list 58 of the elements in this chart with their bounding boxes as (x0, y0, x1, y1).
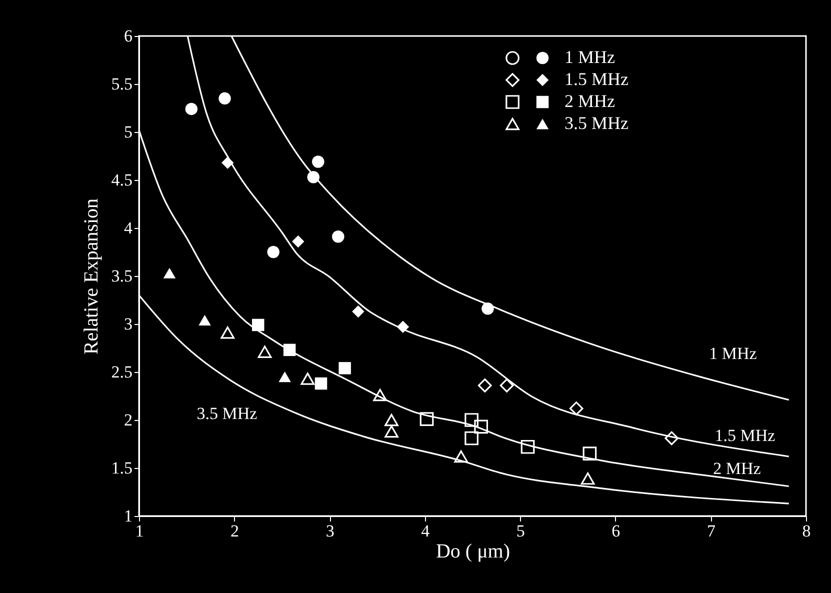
point (464, 413, 478, 427)
y-tick-label: 3 (124, 314, 132, 334)
series-label: 2 MHz (713, 459, 762, 478)
y-tick-label: 4.5 (111, 170, 132, 190)
point (373, 388, 387, 402)
point (314, 377, 328, 390)
point (664, 431, 679, 446)
x-tick-label: 8 (802, 522, 811, 540)
legend-label: 2 MHz (564, 91, 616, 111)
point (500, 378, 514, 392)
y-tick-label: 5.5 (111, 74, 132, 94)
legend-label: 3.5 MHz (564, 113, 629, 133)
y-tick-label: 3.5 (111, 266, 132, 286)
y-tick-label: 2.5 (111, 362, 132, 382)
point (218, 92, 231, 105)
point (569, 402, 584, 416)
point (384, 414, 398, 426)
point (474, 420, 488, 434)
y-tick-label: 1 (124, 506, 132, 526)
y-tick-label: 5 (124, 122, 132, 142)
point (352, 305, 364, 318)
series-label: 3.5 MHz (196, 404, 258, 423)
point (478, 378, 492, 392)
x-tick-label: 4 (421, 522, 430, 540)
point (384, 425, 398, 438)
point (520, 440, 535, 454)
x-tick-label: 6 (612, 522, 620, 540)
x-tick-label: 2 (230, 522, 240, 540)
x-tick-label: 3 (326, 522, 334, 540)
point (292, 235, 304, 248)
point (220, 326, 235, 339)
y-tick-label: 6 (124, 26, 132, 46)
point (198, 314, 211, 326)
y-tick-label: 4 (124, 218, 133, 238)
point (454, 450, 468, 463)
x-axis-title: Do ( μm) (436, 540, 510, 562)
series-label: 1 MHz (709, 344, 758, 363)
point (464, 431, 478, 446)
point (278, 371, 291, 382)
point (300, 372, 315, 385)
point (312, 156, 324, 168)
point (582, 446, 597, 461)
legend-label: 1.5 MHz (564, 69, 629, 89)
point (185, 102, 198, 116)
point (267, 246, 280, 258)
x-tick-label: 7 (706, 522, 716, 540)
series-label: 1.5 MHz (714, 426, 776, 445)
y-tick-label: 2 (124, 410, 132, 430)
y-tick-label: 1.5 (111, 458, 132, 478)
point (163, 268, 176, 278)
point (338, 362, 351, 374)
point (420, 412, 434, 426)
point (580, 472, 595, 485)
point (258, 346, 272, 358)
legend-label: 1 MHz (564, 47, 616, 67)
y-axis-title: Relative Expansion (80, 198, 102, 355)
x-tick-label: 5 (516, 522, 525, 540)
point (332, 230, 344, 243)
